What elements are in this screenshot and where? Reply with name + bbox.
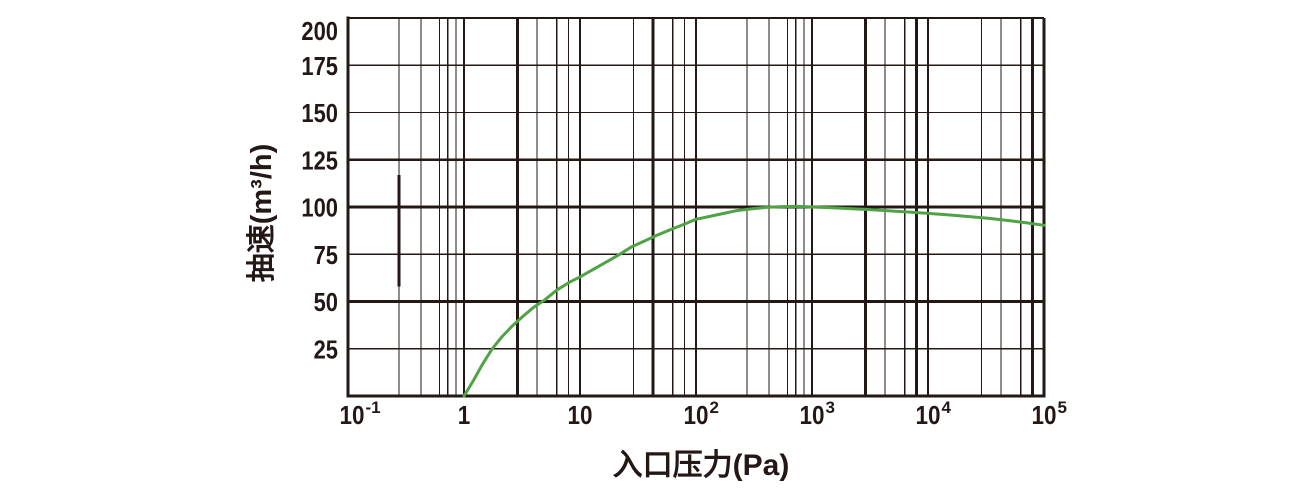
x-tick-label: 10 [1032, 400, 1057, 430]
x-tick-superscript: 2 [710, 398, 719, 417]
x-tick-label: 10 [340, 400, 365, 430]
x-tick-superscript: 4 [942, 398, 952, 417]
y-tick-label: 75 [314, 240, 338, 270]
x-tick-label: 1 [458, 400, 471, 430]
x-tick-label: 10 [568, 400, 593, 430]
x-tick-label: 10 [800, 400, 825, 430]
y-tick-label: 175 [301, 51, 338, 81]
y-tick-label: 25 [314, 334, 338, 364]
y-tick-label: 200 [301, 16, 338, 46]
y-tick-label: 125 [301, 145, 338, 175]
x-axis-title: 入口压力(Pa) [612, 449, 790, 482]
x-tick-superscript: -1 [366, 398, 381, 417]
speed-curve [462, 204, 1046, 398]
x-tick-superscript: 3 [826, 398, 835, 417]
y-tick-label: 150 [301, 98, 338, 128]
x-tick-label: 10 [916, 400, 941, 430]
y-axis-title: 抽速(m³/h) [246, 143, 278, 283]
x-tick-label: 10 [684, 400, 709, 430]
y-tick-label: 50 [314, 287, 338, 317]
x-tick-superscript: 5 [1058, 398, 1067, 417]
y-tick-label: 100 [301, 193, 338, 223]
